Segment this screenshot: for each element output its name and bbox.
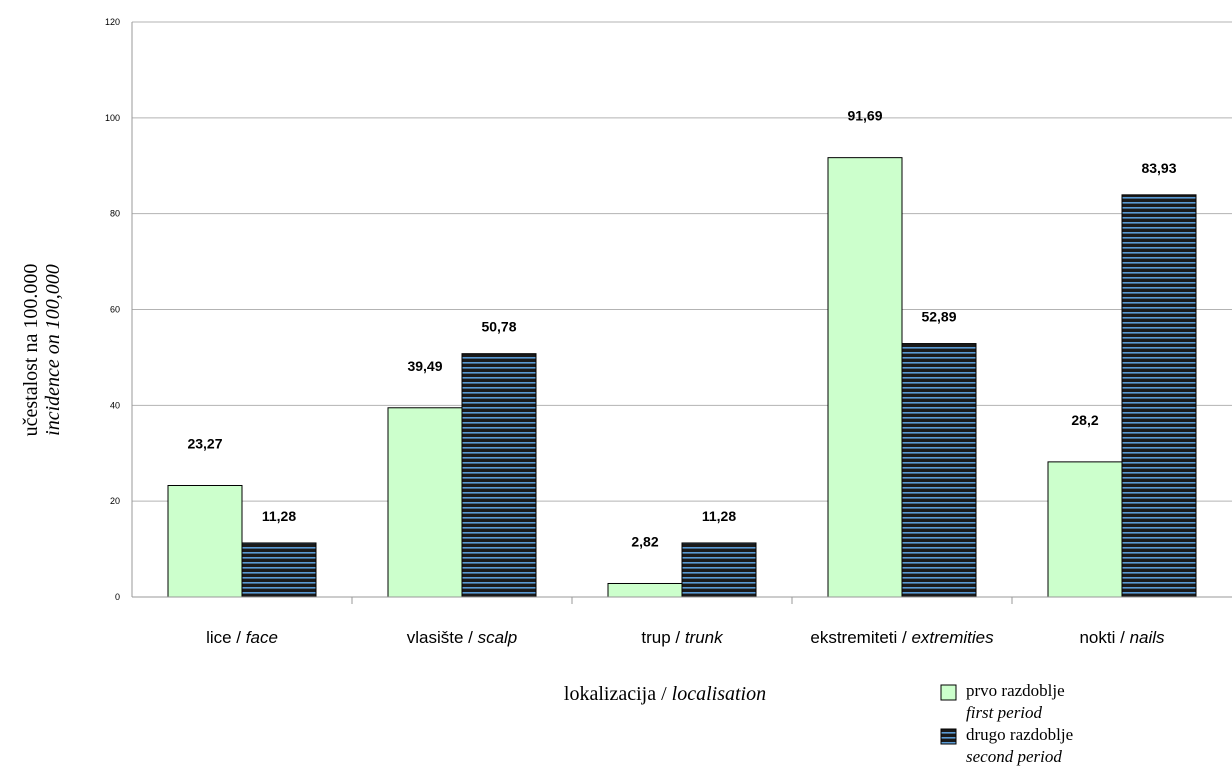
bar-series-2 [241,542,317,598]
data-label: 11,28 [262,508,296,524]
category-labels: lice / face vlasište / scalp trup / trunk e… [206,628,1165,647]
data-label: 39,49 [407,358,442,374]
y-tick-label: 40 [110,400,120,410]
bar-series-1 [387,407,463,598]
x-category-label-italic: extremities [911,628,994,647]
data-label: 52,89 [921,309,956,325]
bar-series-2 [1121,194,1197,598]
bar-series-1 [607,582,683,598]
gridlines [132,21,1232,502]
legend-swatch-first [940,684,957,701]
legend-label-first: prvo razdoblje [966,681,1065,700]
legend-swatch-second [940,728,957,745]
x-axis-title-main: lokalizacija / [564,683,672,705]
data-label: 11,28 [702,508,736,524]
y-tick-label: 80 [110,209,120,219]
x-category-label-italic: scalp [478,628,518,647]
x-category-label-italic: face [246,628,278,647]
x-category-label: lice / face [206,628,278,647]
y-axis-ticks: 0 20 40 60 80 100 120 [105,17,120,602]
y-tick-label: 120 [105,17,120,27]
bar-series-2 [901,343,977,598]
y-axis-title-line2: incidence on 100,000 [42,264,64,436]
bar-series-1 [827,157,903,598]
x-category-label-main: vlasište / [407,628,478,647]
x-category-label: trup / trunk [641,628,724,647]
x-category-label-main: nokti / [1079,628,1129,647]
data-label: 23,27 [187,435,222,451]
data-label: 2,82 [631,533,658,549]
x-category-label: vlasište / scalp [407,628,518,647]
y-tick-label: 60 [110,305,120,315]
bar-series-1 [167,484,243,598]
y-tick-label: 20 [110,496,120,506]
bar-series-1 [1047,461,1123,598]
data-label: 28,2 [1071,412,1098,428]
legend-label-second: drugo razdoblje [966,725,1073,744]
data-label: 50,78 [481,319,516,335]
x-category-label-main: trup / [641,628,684,647]
data-labels: 23,27 11,28 39,49 50,78 2,82 11,28 91,69 52,89 2… [187,108,1176,550]
data-label: 91,69 [847,108,882,124]
bars [167,157,1197,598]
x-category-label-italic: nails [1130,628,1165,647]
data-label: 83,93 [1141,160,1176,176]
x-axis-title-italic: localisation [672,683,766,705]
legend-label-second-en: second period [966,747,1062,766]
legend: prvo razdoblje first period drugo razdob… [940,681,1073,766]
x-axis-ticks [351,597,1013,604]
bar-series-2 [681,542,757,598]
x-category-label: ekstremiteti / extremities [810,628,994,647]
y-tick-label: 100 [105,113,120,123]
x-category-label-main: lice / [206,628,246,647]
bar-series-2 [461,353,537,598]
y-tick-label: 0 [115,592,120,602]
y-axis-title-line1: učestalost na 100.000 [20,264,42,437]
legend-label-first-en: first period [966,703,1043,722]
x-category-label-main: ekstremiteti / [810,628,911,647]
x-category-label: nokti / nails [1079,628,1165,647]
x-category-label-italic: trunk [685,628,724,647]
x-axis-title: lokalizacija / localisation [564,683,766,705]
